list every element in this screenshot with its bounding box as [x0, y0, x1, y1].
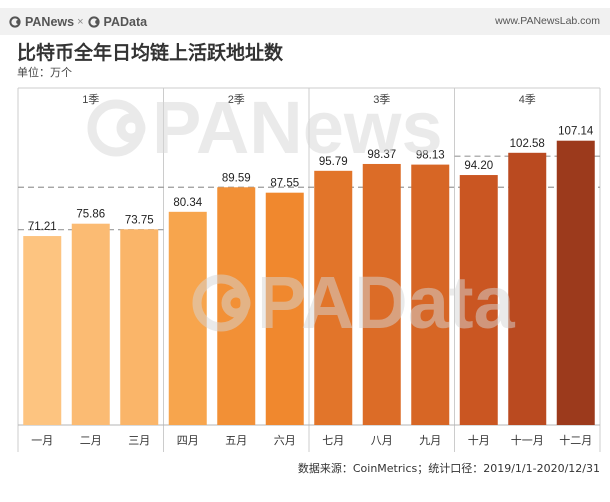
watermark-padata-text: PAData: [257, 261, 516, 344]
bar-month-7: [314, 170, 353, 425]
quarter-label-2: 2季: [228, 93, 245, 106]
bars: [23, 140, 595, 425]
value-labels: 71.21 75.86 73.75 80.34 89.59 87.55 95.79 98.37…: [28, 126, 594, 233]
brand-panews: PANews: [25, 14, 75, 29]
bar-month-9: [411, 164, 450, 425]
value-label-month-8: 98.37: [367, 149, 396, 161]
site-url: www.PANewsLab.com: [495, 15, 600, 27]
x-tick-label-month-3: 三月: [128, 435, 150, 447]
value-label-month-10: 94.20: [464, 160, 493, 172]
brand-logos: PANews × PAData: [9, 8, 147, 35]
brand-separator: ×: [77, 15, 84, 28]
panews-logo-icon: [9, 15, 21, 28]
header-band: PANews × PAData www.PANewsLab.com: [0, 8, 610, 35]
value-label-month-11: 102.58: [510, 138, 545, 150]
bar-month-10: [459, 175, 498, 425]
x-tick-label-month-10: 十月: [468, 433, 490, 447]
value-label-month-9: 98.13: [416, 150, 445, 162]
quarter-label-3: 3季: [373, 93, 390, 106]
value-label-month-7: 95.79: [319, 156, 348, 168]
x-tick-label-month-8: 八月: [371, 435, 393, 447]
chart-title: 比特币全年日均链上活跃地址数: [17, 42, 284, 64]
x-tick-label-month-1: 一月: [31, 435, 53, 447]
x-tick-label-month-5: 五月: [225, 435, 247, 447]
data-source-note: 数据来源：CoinMetrics；统计口径：2019/1/1-2020/12/3…: [297, 462, 600, 475]
bar-month-6: [265, 192, 304, 425]
bar-month-3: [120, 229, 159, 425]
value-label-month-12: 107.14: [558, 126, 594, 138]
quarter-label-1: 1季: [82, 93, 99, 106]
value-label-month-4: 80.34: [173, 197, 202, 209]
watermark-panews-text: PANews: [152, 86, 443, 169]
value-label-month-3: 73.75: [125, 214, 154, 226]
chart-frame: [17, 87, 601, 452]
quarter-label-4: 4季: [519, 93, 536, 106]
watermark-panews-logo-icon: [87, 99, 146, 157]
x-tick-label-month-4: 四月: [177, 435, 199, 447]
watermark-padata: PAData: [192, 261, 516, 344]
padata-logo-icon: [87, 15, 100, 28]
watermark-padata-logo-icon: [192, 274, 251, 332]
unit-label: 单位：万个: [17, 66, 72, 79]
value-label-month-1: 71.21: [28, 221, 57, 233]
x-tick-label-month-7: 七月: [322, 434, 344, 447]
value-label-month-6: 87.55: [270, 178, 299, 190]
quarter-labels: 1季 2季 3季 4季: [82, 93, 536, 106]
brand-padata: PAData: [103, 14, 148, 29]
x-axis-labels: 一月 二月 三月 四月 五月 六月 七月 八月 九月 十月 十一月 十二月: [31, 433, 592, 447]
bar-month-11: [508, 152, 547, 425]
watermark-panews: PANews: [87, 86, 443, 169]
bar-month-2: [71, 223, 110, 425]
x-tick-label-month-11: 十一月: [511, 433, 544, 447]
bar-month-1: [23, 236, 62, 425]
value-label-month-5: 89.59: [222, 172, 251, 184]
x-tick-label-month-6: 六月: [274, 434, 296, 447]
x-tick-label-month-2: 二月: [80, 435, 102, 447]
bar-month-8: [362, 163, 401, 425]
bar-month-12: [556, 140, 595, 425]
value-label-month-2: 75.86: [76, 209, 105, 221]
x-tick-label-month-9: 九月: [419, 434, 441, 447]
x-tick-label-month-12: 十二月: [559, 433, 592, 447]
